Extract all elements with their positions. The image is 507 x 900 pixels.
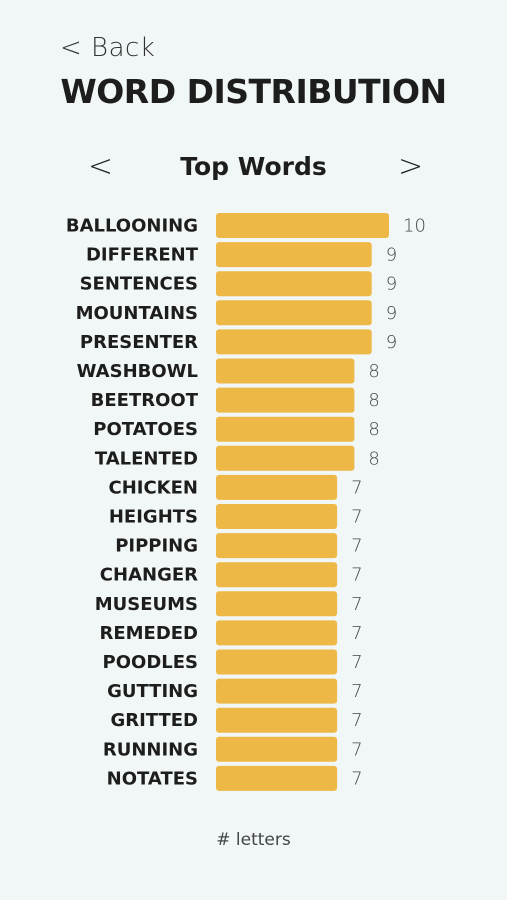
back-button[interactable]: < Back xyxy=(60,33,156,63)
bar xyxy=(216,329,372,355)
chart-title: Top Words xyxy=(180,152,327,181)
category-label: BEETROOT xyxy=(91,390,199,411)
bar xyxy=(216,649,338,675)
bar xyxy=(216,678,338,704)
bar xyxy=(216,358,355,384)
value-label: 7 xyxy=(351,594,362,615)
category-label: MUSEUMS xyxy=(95,594,198,615)
bar xyxy=(216,736,338,762)
previous-chart-button[interactable]: < xyxy=(88,149,114,184)
bar xyxy=(216,474,338,500)
value-label: 7 xyxy=(351,565,362,586)
bar xyxy=(216,707,338,733)
value-label: 7 xyxy=(351,739,362,760)
category-label: CHANGER xyxy=(100,565,198,586)
bar xyxy=(216,416,355,442)
value-label: 7 xyxy=(351,507,362,528)
bar xyxy=(216,271,372,297)
category-label: PRESENTER xyxy=(80,332,198,353)
category-label: GRITTED xyxy=(110,710,198,731)
value-label: 7 xyxy=(351,710,362,731)
bar xyxy=(216,620,338,646)
bar xyxy=(216,591,338,617)
bar xyxy=(216,300,372,326)
value-label: 9 xyxy=(386,245,397,266)
category-label: WASHBOWL xyxy=(77,361,198,382)
bar xyxy=(216,213,389,238)
category-label: TALENTED xyxy=(95,448,198,469)
category-label: GUTTING xyxy=(107,681,198,702)
value-label: 8 xyxy=(368,390,379,411)
bar xyxy=(216,242,372,268)
page-title: WORD DISTRIBUTION xyxy=(60,72,447,111)
bar xyxy=(216,445,355,471)
value-label: 7 xyxy=(351,768,362,789)
value-label: 9 xyxy=(386,303,397,324)
bar xyxy=(216,562,338,588)
category-label: PIPPING xyxy=(115,536,198,557)
bar xyxy=(216,533,338,559)
bar xyxy=(216,765,338,791)
category-label: NOTATES xyxy=(107,768,198,789)
value-label: 7 xyxy=(351,681,362,702)
category-label: POTATOES xyxy=(93,419,198,440)
value-label: 7 xyxy=(351,536,362,557)
bar xyxy=(216,504,338,529)
category-label: MOUNTAINS xyxy=(76,303,198,324)
category-label: RUNNING xyxy=(103,739,198,760)
bar xyxy=(216,387,355,413)
value-label: 9 xyxy=(386,274,397,295)
value-label: 7 xyxy=(351,477,362,498)
value-label: 8 xyxy=(368,448,379,469)
category-label: BALLOONING xyxy=(66,216,198,237)
value-label: 7 xyxy=(351,652,362,673)
category-label: HEIGHTS xyxy=(109,507,198,528)
value-label: 9 xyxy=(386,332,397,353)
value-label: 8 xyxy=(368,419,379,440)
value-label: 7 xyxy=(351,623,362,644)
category-label: REMEDED xyxy=(99,623,198,644)
value-label: 8 xyxy=(368,361,379,382)
x-axis-label: # letters xyxy=(216,830,291,850)
value-label: 10 xyxy=(403,216,426,237)
category-label: SENTENCES xyxy=(80,274,198,295)
category-label: DIFFERENT xyxy=(86,245,199,266)
category-label: POODLES xyxy=(103,652,198,673)
next-chart-button[interactable]: > xyxy=(398,149,424,184)
category-label: CHICKEN xyxy=(109,477,199,498)
